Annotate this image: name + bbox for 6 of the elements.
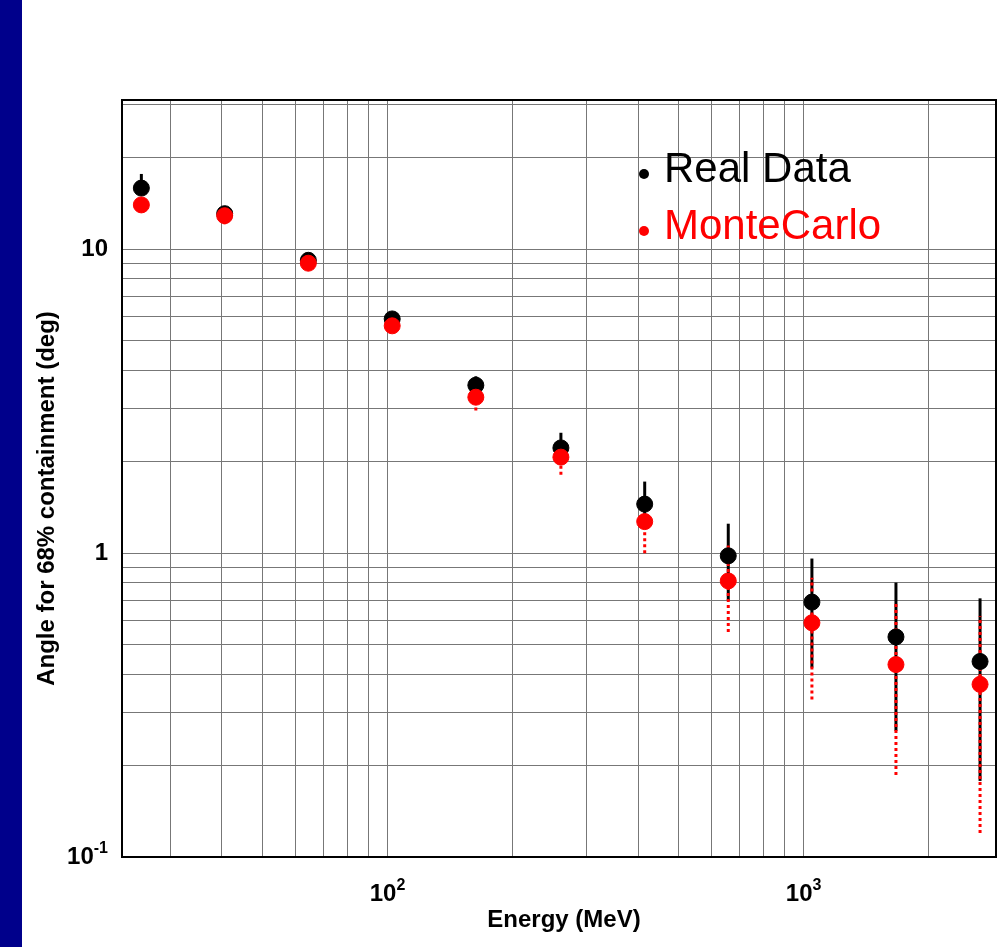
y-tick-label: 1 — [94, 537, 109, 565]
legend-label: Real Data — [664, 143, 852, 191]
y-tick-label: 10 — [81, 233, 109, 261]
y-axis-title: Angle for 68% containment (deg) — [31, 311, 59, 686]
legend-label: MonteCarlo — [664, 200, 882, 248]
x-axis-title: Energy (MeV) — [487, 904, 641, 932]
